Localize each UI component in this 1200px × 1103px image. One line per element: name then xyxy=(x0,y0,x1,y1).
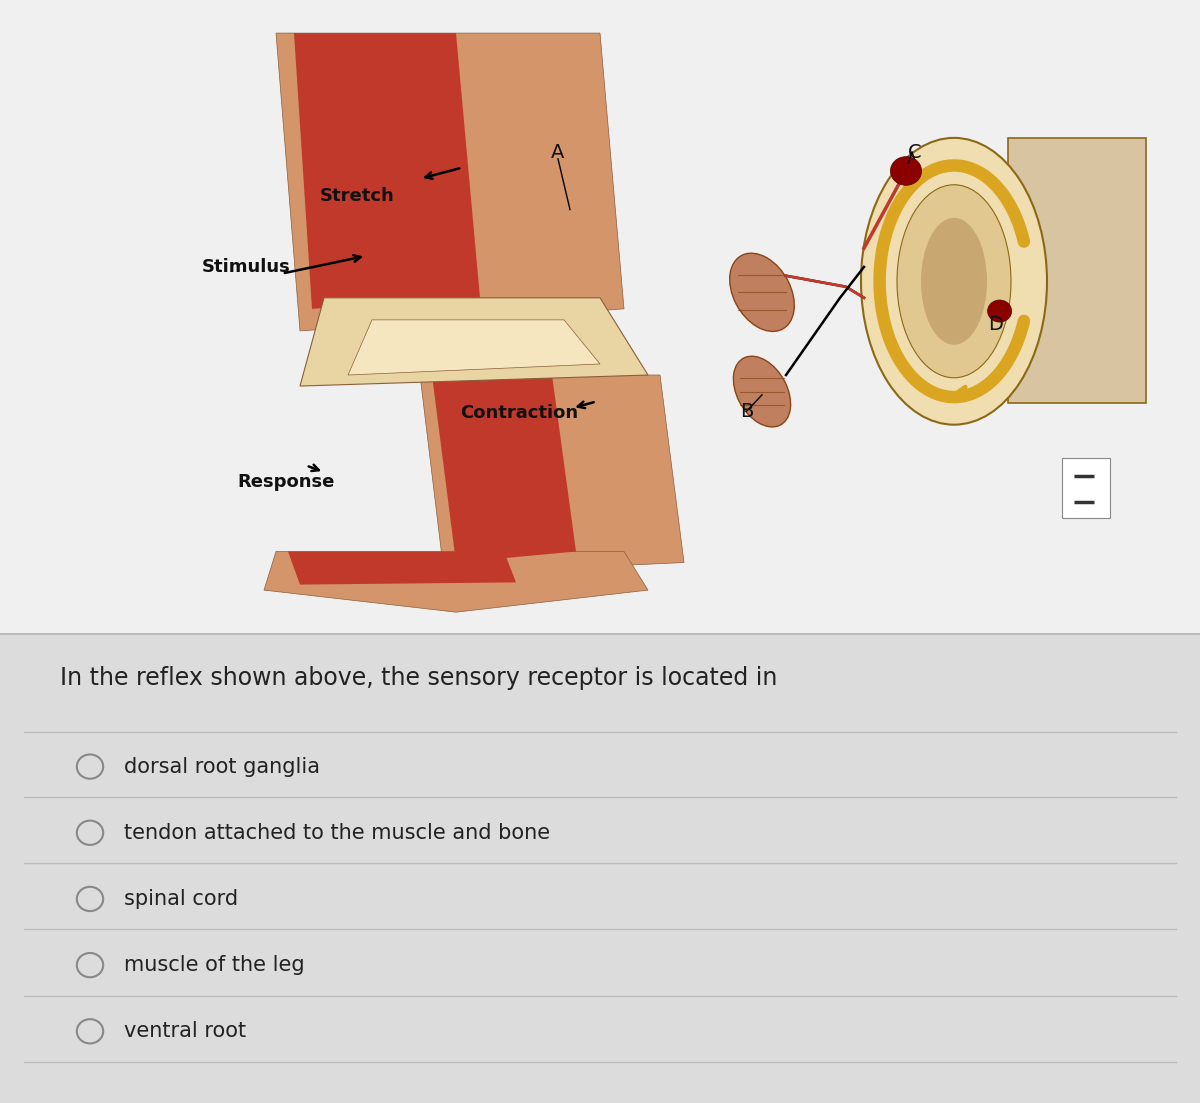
Text: B: B xyxy=(739,401,754,421)
Text: D: D xyxy=(989,314,1003,334)
Ellipse shape xyxy=(898,185,1010,377)
Polygon shape xyxy=(348,320,600,375)
Ellipse shape xyxy=(862,138,1046,425)
Polygon shape xyxy=(276,33,624,331)
Text: A: A xyxy=(551,142,565,162)
Bar xyxy=(1008,138,1146,403)
Bar xyxy=(0,0,1200,634)
Text: muscle of the leg: muscle of the leg xyxy=(124,955,305,975)
Polygon shape xyxy=(288,552,516,585)
Ellipse shape xyxy=(730,254,794,331)
Text: C: C xyxy=(907,142,922,162)
Text: spinal cord: spinal cord xyxy=(124,889,238,909)
Text: dorsal root ganglia: dorsal root ganglia xyxy=(124,757,319,777)
Text: ventral root: ventral root xyxy=(124,1021,246,1041)
Text: Stretch: Stretch xyxy=(320,188,395,205)
Text: Contraction: Contraction xyxy=(461,404,578,421)
Polygon shape xyxy=(432,375,576,563)
Polygon shape xyxy=(294,33,480,309)
Text: In the reflex shown above, the sensory receptor is located in: In the reflex shown above, the sensory r… xyxy=(60,666,778,690)
Text: tendon attached to the muscle and bone: tendon attached to the muscle and bone xyxy=(124,823,550,843)
Polygon shape xyxy=(420,375,684,574)
Polygon shape xyxy=(264,552,648,612)
Circle shape xyxy=(988,300,1012,322)
Bar xyxy=(0,634,1200,1103)
Circle shape xyxy=(890,157,922,185)
Text: Response: Response xyxy=(236,473,335,491)
Ellipse shape xyxy=(733,356,791,427)
Ellipse shape xyxy=(922,218,986,344)
Text: Stimulus: Stimulus xyxy=(202,258,290,276)
Polygon shape xyxy=(300,298,648,386)
Bar xyxy=(1062,458,1110,518)
